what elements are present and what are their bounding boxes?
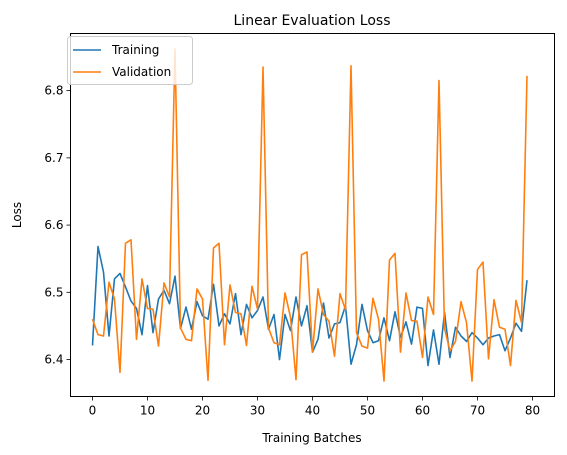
x-tick-label: 30 [250,404,265,418]
x-tick-label: 60 [415,404,430,418]
plot-lines [91,48,528,382]
legend: Training Validation [67,36,193,85]
x-tick-label: 0 [89,404,97,418]
y-tick-label: 6.8 [44,84,63,98]
y-tick-label: 6.6 [44,218,63,232]
legend-label-training: Training [111,43,159,57]
x-tick-label: 40 [305,404,320,418]
series-line-validation [91,48,528,382]
series-line-training [91,245,528,367]
x-tick-label: 50 [360,404,375,418]
x-tick-label: 70 [470,404,485,418]
y-tick-label: 6.7 [44,151,63,165]
x-axis: 0 10 20 30 40 50 60 70 80 [89,396,540,418]
y-axis: 6.4 6.5 6.6 6.7 6.8 [44,84,71,367]
x-tick-label: 10 [140,404,155,418]
legend-label-validation: Validation [112,65,171,79]
chart-title: Linear Evaluation Loss [234,13,391,29]
x-tick-label: 20 [195,404,210,418]
x-axis-label: Training Batches [261,431,361,445]
x-tick-label: 80 [525,404,540,418]
y-axis-label: Loss [10,202,24,228]
y-tick-label: 6.4 [44,353,63,367]
y-tick-label: 6.5 [44,285,63,299]
